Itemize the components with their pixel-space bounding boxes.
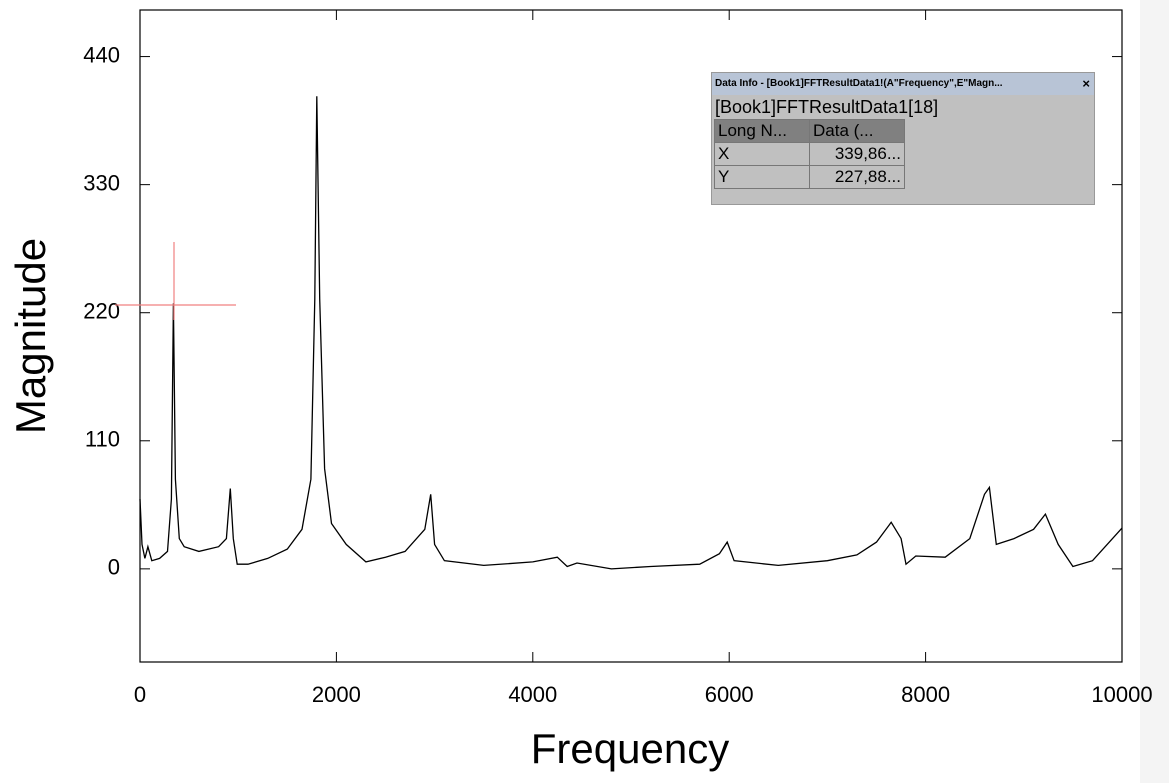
data-info-panel[interactable]: Data Info - [Book1]FFTResultData1!(A"Fre… <box>711 72 1095 205</box>
panel-subtitle: [Book1]FFTResultData1[18] <box>715 97 939 117</box>
y-axis-label: Magnitude <box>7 238 54 434</box>
row-label: Y <box>714 165 810 189</box>
x-tick-label: 8000 <box>901 682 950 707</box>
side-strip <box>1140 0 1169 783</box>
row-label: X <box>714 142 810 166</box>
close-button[interactable]: × <box>1082 76 1090 91</box>
y-tick-label: 0 <box>108 555 120 580</box>
plot-frame <box>139 9 1123 663</box>
y-tick-label: 440 <box>83 42 120 67</box>
y-tick-label: 220 <box>83 299 120 324</box>
panel-title-bar: Data Info - [Book1]FFTResultData1!(A"Fre… <box>712 73 1094 95</box>
x-tick-label: 10000 <box>1091 682 1152 707</box>
y-tick-label: 110 <box>85 427 120 452</box>
panel-title: Data Info - [Book1]FFTResultData1!(A"Fre… <box>715 78 1003 89</box>
info-table: Long N... Data (... X 339,86... Y 227,88... <box>714 119 905 189</box>
x-tick-label: 6000 <box>705 682 754 707</box>
x-tick-label: 4000 <box>508 682 557 707</box>
header-cell: Data (... <box>809 119 905 143</box>
y-tick-label: 330 <box>83 170 120 195</box>
header-cell: Long N... <box>714 119 810 143</box>
plot-area: 0 110 220 330 440 0 2000 4000 6000 8000 10000 <box>83 10 1153 707</box>
row-value: 339,86... <box>809 142 905 166</box>
x-tick-label: 2000 <box>312 682 361 707</box>
row-value: 227,88... <box>809 165 905 189</box>
spectrum-line <box>139 96 1123 570</box>
x-axis-label: Frequency <box>531 725 729 772</box>
x-tick-label: 0 <box>134 682 146 707</box>
